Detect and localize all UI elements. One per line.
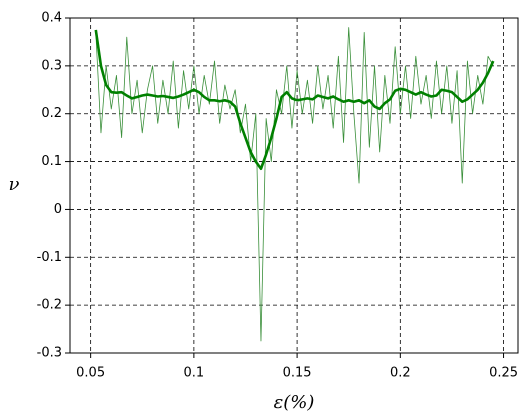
x-tick-label: 0.1 bbox=[184, 366, 205, 381]
y-tick-label: 0.4 bbox=[41, 11, 62, 26]
y-tick-label: -0.2 bbox=[37, 298, 62, 313]
line-series bbox=[94, 29, 495, 171]
y-tick-label: 0 bbox=[54, 202, 62, 217]
plot-frame bbox=[69, 17, 519, 354]
y-tick-label: 0.3 bbox=[41, 58, 62, 73]
y-tick-label: -0.1 bbox=[37, 250, 62, 265]
line-series bbox=[95, 27, 494, 342]
x-tick-label: 0.15 bbox=[283, 366, 312, 381]
y-axis-label: ν bbox=[9, 174, 20, 195]
x-axis-label: ε(%) bbox=[274, 392, 315, 413]
x-tick-label: 0.2 bbox=[390, 366, 411, 381]
x-tick-label: 0.05 bbox=[76, 366, 105, 381]
x-tick-label: 0.25 bbox=[489, 366, 518, 381]
y-tick-label: -0.3 bbox=[37, 346, 62, 361]
y-tick-label: 0.1 bbox=[41, 154, 62, 169]
y-tick-label: 0.2 bbox=[41, 106, 62, 121]
